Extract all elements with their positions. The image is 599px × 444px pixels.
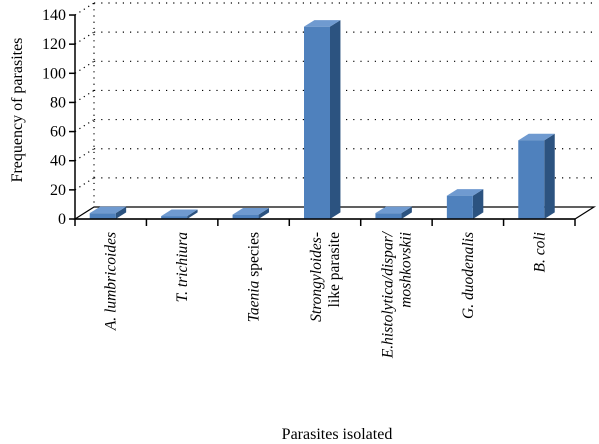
gridline-side: [74, 31, 95, 45]
x-category-label: A. lumbricoides: [103, 232, 120, 331]
bar-top: [446, 189, 484, 196]
x-category-label: like parasite: [326, 232, 343, 307]
x-category-label: T. trichiura: [174, 232, 191, 303]
bar: [161, 209, 198, 219]
bar-top: [304, 20, 341, 27]
gridlines: [74, 2, 594, 207]
bar-side: [401, 206, 412, 219]
y-axis-title: Frequency of parasites: [9, 38, 26, 183]
bar: [89, 206, 127, 219]
bar-front: [446, 195, 473, 219]
gridline-side: [74, 2, 95, 16]
axes: [69, 14, 576, 226]
gridline-side: [74, 177, 95, 191]
y-tick-label: 0: [58, 211, 66, 228]
gridline-side: [74, 89, 95, 103]
bar-side: [115, 206, 127, 219]
y-tick-label: 20: [50, 182, 66, 199]
bar: [446, 189, 484, 219]
bar: [375, 206, 412, 219]
x-category-label: E.histolytica/dispar/: [379, 230, 396, 359]
bar: [232, 208, 270, 219]
x-category-label: G. duodenalis: [460, 232, 477, 319]
bar-side: [544, 133, 555, 219]
gridline-side: [74, 119, 95, 133]
x-category-label: moshkovskii: [397, 232, 414, 308]
bar-top: [518, 133, 555, 141]
gridline-side: [74, 60, 95, 74]
bar-side: [330, 20, 341, 219]
bar-top: [161, 209, 198, 217]
bar-side: [187, 209, 198, 219]
y-tick-label: 140: [42, 7, 66, 24]
bar-side: [258, 208, 270, 219]
bar-front: [232, 214, 259, 219]
bar-front: [518, 140, 545, 219]
y-tick-label: 40: [50, 153, 66, 170]
bars: [89, 20, 555, 220]
bar-front: [304, 26, 330, 220]
bar-top: [89, 206, 127, 214]
y-tick-label: 100: [42, 65, 66, 82]
bar: [518, 133, 555, 219]
bar: [304, 20, 341, 220]
bar-top: [375, 206, 412, 214]
y-tick-label: 60: [50, 124, 66, 141]
bar-front: [89, 213, 116, 219]
bar-side: [472, 189, 484, 219]
x-category-label: Strongyloides-: [308, 232, 325, 322]
y-tick-labels: 0 20 40 60 80 100 120 140: [42, 7, 66, 228]
y-tick-label: 80: [50, 94, 66, 111]
bar-front: [161, 216, 188, 219]
bar-front: [375, 213, 402, 219]
y-tick-label: 120: [42, 36, 66, 53]
gridline-side: [74, 148, 95, 162]
x-axis-title: Parasites isolated: [282, 426, 393, 443]
x-category-label: B. coli: [531, 232, 548, 272]
x-category-label: Taenia species: [246, 232, 263, 322]
bar-top: [232, 208, 270, 215]
x-category-labels: A. lumbricoides T. trichiura Taenia specie…: [103, 230, 549, 359]
